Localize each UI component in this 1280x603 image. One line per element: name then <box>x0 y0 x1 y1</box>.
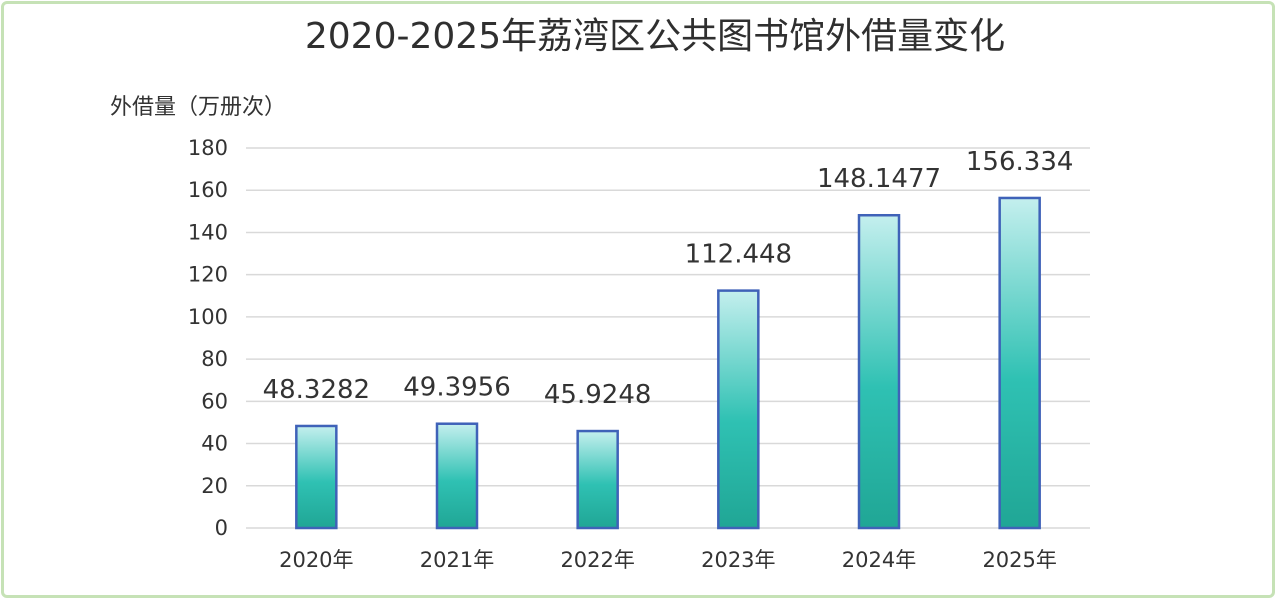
bar <box>998 196 1041 530</box>
grid-lines <box>246 147 1090 529</box>
x-tick-labels: 2020年 2021年 2022年 2023年 2024年 2025年 <box>279 548 1057 572</box>
x-tick-label: 2021年 <box>420 548 494 572</box>
chart-title: 2020-2025年荔湾区公共图书馆外借量变化 <box>305 16 1005 57</box>
y-tick-label: 100 <box>188 305 228 329</box>
y-tick-label: 60 <box>201 389 228 413</box>
data-label: 148.1477 <box>817 164 941 194</box>
x-tick-label: 2024年 <box>842 548 916 572</box>
bar <box>717 289 760 530</box>
y-tick-label: 180 <box>188 136 228 160</box>
bar <box>435 422 479 530</box>
x-tick-label: 2020年 <box>279 548 353 572</box>
data-label: 156.334 <box>966 147 1074 177</box>
y-tick-label: 160 <box>188 178 228 202</box>
y-tick-label: 140 <box>188 220 228 244</box>
bars <box>295 196 1041 530</box>
bar <box>576 429 619 530</box>
y-tick-label: 40 <box>201 432 228 456</box>
data-label: 49.3956 <box>403 373 511 403</box>
x-tick-label: 2023年 <box>701 548 775 572</box>
x-tick-label: 2025年 <box>982 548 1056 572</box>
x-tick-label: 2022年 <box>560 548 634 572</box>
data-label: 45.9248 <box>544 380 652 410</box>
y-tick-label: 20 <box>201 474 228 498</box>
y-axis-label: 外借量（万册次） <box>110 95 286 120</box>
y-tick-label: 120 <box>188 263 228 287</box>
data-label: 112.448 <box>685 240 793 270</box>
y-tick-labels: 0 20 40 60 80 100 120 140 160 180 <box>188 136 228 540</box>
bar <box>295 424 338 530</box>
value-labels: 48.3282 49.3956 45.9248 112.448 148.1477 156.… <box>263 147 1074 410</box>
data-label: 48.3282 <box>263 375 371 405</box>
y-tick-label: 0 <box>215 516 228 540</box>
y-tick-label: 80 <box>201 347 228 371</box>
bar <box>857 213 901 530</box>
